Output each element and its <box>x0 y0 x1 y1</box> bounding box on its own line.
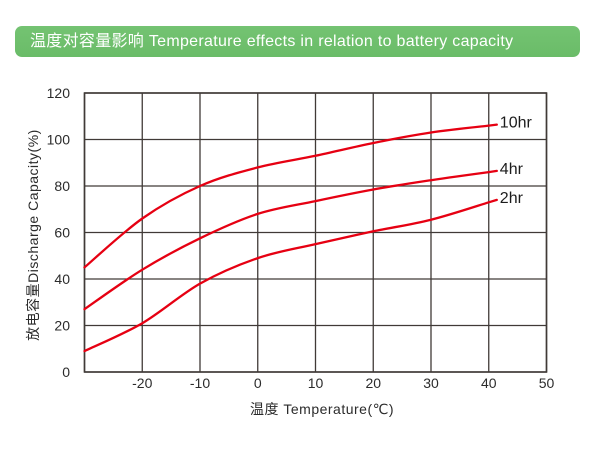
curve-label-10hr: 10hr <box>500 115 533 132</box>
section-title: 温度对容量影响 Temperature effects in relation … <box>30 33 514 50</box>
curve-label-2hr: 2hr <box>500 190 524 207</box>
y-axis-title: 放电容量Discharge Capacity(%) <box>25 129 41 341</box>
tick-layer: -20 -10 0 10 20 30 40 50 0 20 40 60 80 100 120 <box>47 85 555 391</box>
x-tick-label: 40 <box>481 375 497 391</box>
y-tick-label: 0 <box>62 364 70 380</box>
x-tick-label: 30 <box>423 375 439 391</box>
y-tick-label: 40 <box>54 271 70 287</box>
y-tick-label: 60 <box>54 224 70 240</box>
y-tick-label: 80 <box>54 178 70 194</box>
section-header-banner: 温度对容量影响 Temperature effects in relation … <box>15 26 580 57</box>
curve-4hr <box>83 169 498 311</box>
x-tick-label: -10 <box>190 375 210 391</box>
x-tick-label: 20 <box>365 375 381 391</box>
curve-layer: 10hr 4hr 2hr <box>83 115 533 353</box>
curve-10hr <box>83 123 498 269</box>
x-tick-label: 10 <box>308 375 324 391</box>
curve-label-4hr: 4hr <box>500 161 524 178</box>
curve-2hr <box>83 198 498 353</box>
plot-border <box>83 92 548 373</box>
y-tick-label: 100 <box>47 131 71 147</box>
x-tick-label: 50 <box>539 375 555 391</box>
x-tick-label: -20 <box>132 375 152 391</box>
x-tick-label: 0 <box>254 375 262 391</box>
y-tick-label: 20 <box>54 317 70 333</box>
x-axis-title: 温度 Temperature(℃) <box>250 401 394 417</box>
grid-layer <box>83 92 548 373</box>
y-tick-label: 120 <box>47 85 71 101</box>
